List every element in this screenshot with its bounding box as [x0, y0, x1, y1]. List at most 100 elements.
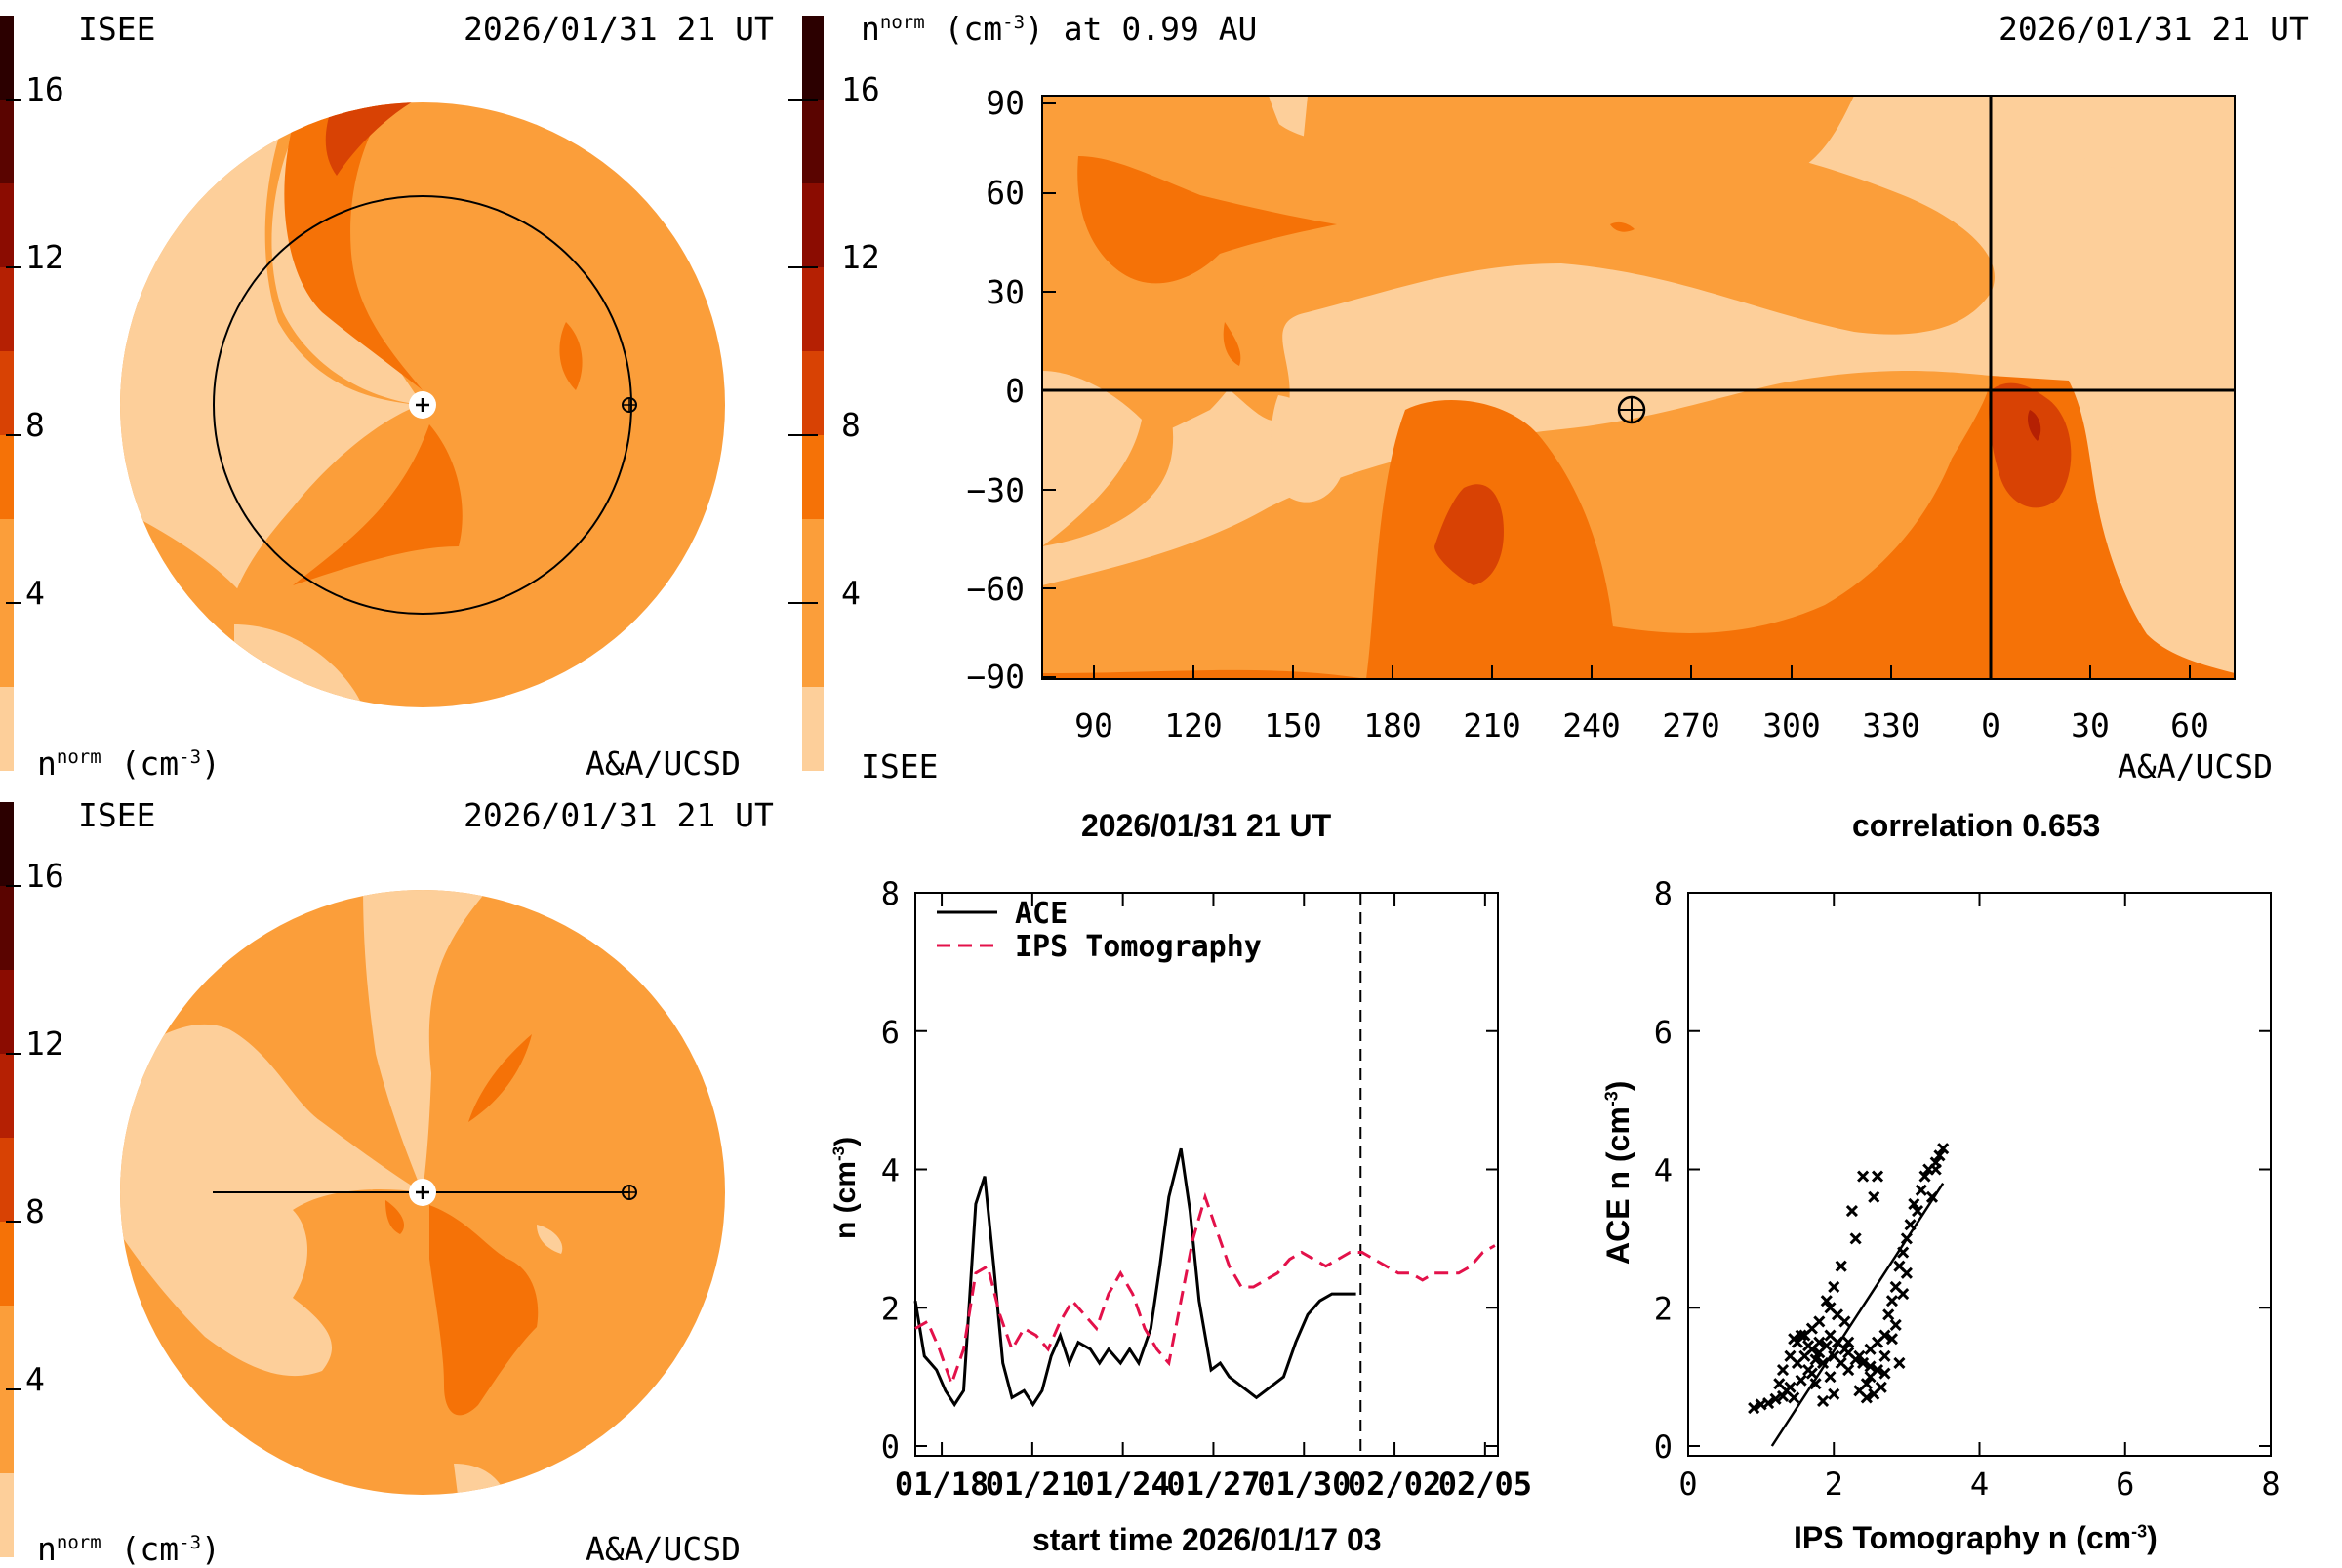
scatter-point-stroke	[1845, 1204, 1858, 1218]
scatter-point-stroke	[1925, 1190, 1939, 1203]
scatter-point-stroke	[1842, 1347, 1855, 1359]
scatter-point-stroke	[1860, 1391, 1873, 1404]
scatter-point-stroke	[1784, 1349, 1797, 1362]
scatter-point	[1795, 1329, 1807, 1342]
scatter-point	[1809, 1378, 1822, 1390]
map-xtick-300: 300	[1762, 706, 1821, 744]
line-ytick-label: 6	[881, 1014, 900, 1051]
scatter-point	[1897, 1288, 1910, 1301]
scatter-point	[1849, 1232, 1862, 1245]
map-ytick-m30: −30	[966, 471, 1025, 509]
scatter-point	[1762, 1396, 1775, 1410]
scatter-point-stroke	[1908, 1197, 1920, 1210]
line-xtick-label: 01/18	[895, 1466, 989, 1503]
line-xtick-label: 01/30	[1257, 1466, 1351, 1503]
scatter-point	[1871, 1363, 1884, 1377]
scatter-xtick-label: 2	[1825, 1466, 1843, 1503]
map-y-tick-labels: 90 60 30 0 −30 −60 −90	[966, 84, 1025, 696]
scatter-point-stroke	[1795, 1329, 1807, 1342]
scatter-point	[1933, 1149, 1946, 1162]
scatter-point	[1864, 1360, 1877, 1373]
scatter-point	[1860, 1391, 1873, 1404]
scatter-point-stroke	[1824, 1371, 1837, 1384]
scatter-xtick-label: 8	[2261, 1466, 2280, 1503]
line-xtick-label: 02/02	[1348, 1466, 1441, 1503]
scatter-point-stroke	[1842, 1363, 1855, 1377]
line-xtick-label: 02/05	[1438, 1466, 1532, 1503]
scatter-point	[1845, 1204, 1858, 1218]
map-xtick-90: 90	[1074, 706, 1113, 744]
scatter-point	[1824, 1371, 1837, 1384]
scatter-point-stroke	[1828, 1280, 1840, 1294]
scatter-point	[1795, 1374, 1807, 1387]
scatter-point	[1915, 1184, 1927, 1196]
scatter-point-stroke	[1915, 1184, 1927, 1196]
earth-marker-2	[622, 1185, 637, 1200]
colorbar-top-left	[0, 16, 14, 771]
scatter-point	[1860, 1378, 1873, 1390]
scatter-point-stroke	[1871, 1170, 1884, 1183]
line-xtick-label: 01/24	[1075, 1466, 1169, 1503]
scatter-point-stroke	[1805, 1367, 1818, 1380]
scatter-point	[1904, 1219, 1917, 1231]
map-ytick-90: 90	[986, 84, 1025, 122]
scatter-point-stroke	[1857, 1356, 1870, 1370]
scatter-point-stroke	[1802, 1340, 1815, 1352]
scatter-point	[1838, 1315, 1851, 1328]
colorbar-bottom-left	[0, 802, 14, 1557]
scatter-point	[1835, 1260, 1847, 1272]
scatter-point	[1868, 1190, 1880, 1203]
scatter-point-stroke	[1824, 1329, 1837, 1342]
scatter-point-stroke	[1838, 1315, 1851, 1328]
scatter-point-stroke	[1849, 1353, 1862, 1366]
map-ytick-30: 30	[986, 273, 1025, 311]
map-ytick-0: 0	[1005, 372, 1025, 410]
scatter-point	[1813, 1315, 1826, 1328]
scatter-point-stroke	[1762, 1396, 1775, 1410]
scatter-point	[1824, 1302, 1837, 1314]
scatter-point-stroke	[1885, 1295, 1899, 1307]
scatter-point	[1842, 1363, 1855, 1377]
scatter-point	[1788, 1333, 1800, 1346]
scatter-point-stroke	[1900, 1266, 1913, 1279]
scatter-point	[1816, 1394, 1830, 1407]
scatter-point-stroke	[1871, 1336, 1884, 1348]
scatter-point	[1784, 1349, 1797, 1362]
scatter-point-stroke	[1773, 1378, 1786, 1390]
map-xtick-270: 270	[1662, 706, 1720, 744]
scatter-point-stroke	[1860, 1378, 1873, 1390]
scatter-point	[1882, 1308, 1895, 1321]
colorbar-tick-marks	[6, 99, 818, 1390]
map-axis-ticks	[1042, 102, 2191, 679]
scatter-point-stroke	[1769, 1392, 1782, 1405]
scatter-point	[1885, 1333, 1899, 1346]
scatter-point-stroke	[1835, 1356, 1847, 1370]
scatter-point	[1776, 1363, 1790, 1377]
map-xtick-120: 120	[1164, 706, 1223, 744]
scatter-point	[1929, 1163, 1942, 1176]
scatter-point-stroke	[1813, 1315, 1826, 1328]
scatter-point	[1828, 1280, 1840, 1294]
scatter-point-stroke	[1831, 1336, 1844, 1348]
scatter-point	[1875, 1381, 1887, 1393]
scatter-point-stroke	[1831, 1308, 1844, 1321]
map-xtick-60: 60	[2170, 706, 2209, 744]
scatter-point	[1885, 1295, 1899, 1307]
scatter-point-stroke	[1933, 1149, 1946, 1162]
scatter-point	[1802, 1340, 1815, 1352]
scatter-point-stroke	[1788, 1333, 1800, 1346]
line-ytick-label: 2	[881, 1290, 900, 1327]
line-ytick-label: 0	[881, 1428, 900, 1466]
scatter-point-stroke	[1813, 1347, 1826, 1359]
scatter-point-stroke	[1795, 1374, 1807, 1387]
earth-marker	[622, 397, 637, 413]
map-xtick-30: 30	[2071, 706, 2110, 744]
map-xtick-0: 0	[1981, 706, 2000, 744]
scatter-point	[1893, 1356, 1906, 1370]
scatter-point-stroke	[1864, 1360, 1877, 1373]
scatter-point	[1871, 1336, 1884, 1348]
scatter-point-stroke	[1878, 1367, 1891, 1380]
map-xtick-180: 180	[1363, 706, 1422, 744]
scatter-point-stroke	[1897, 1288, 1910, 1301]
